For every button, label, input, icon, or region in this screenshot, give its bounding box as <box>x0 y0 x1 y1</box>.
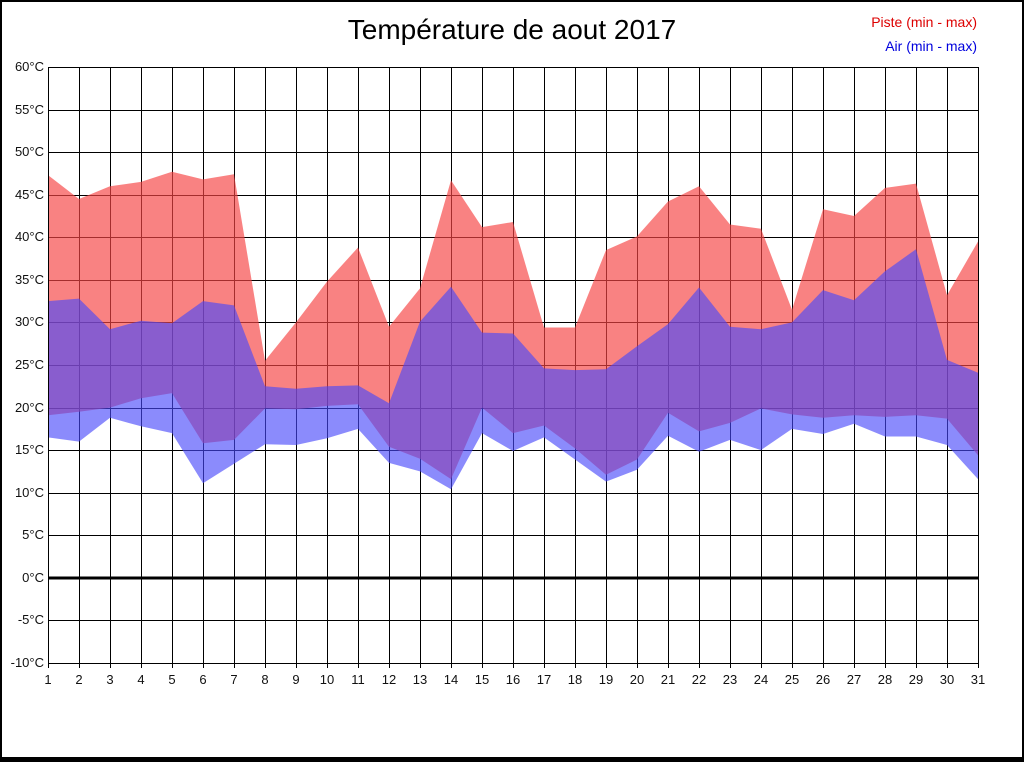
x-tick-label: 14 <box>443 672 459 687</box>
y-tick-label: 35°C <box>14 271 44 287</box>
y-tick-label: 20°C <box>14 399 44 415</box>
x-tick-label: 30 <box>939 672 955 687</box>
y-tick-label: 40°C <box>14 229 44 245</box>
x-tick-label: 4 <box>137 672 145 687</box>
x-tick-label: 18 <box>567 672 583 687</box>
x-tick-label: 21 <box>660 672 676 687</box>
y-tick-label: -5°C <box>17 612 44 628</box>
x-tick-label: 7 <box>230 672 238 687</box>
plot-border <box>48 67 979 664</box>
x-tick-label: 2 <box>75 672 83 687</box>
legend: Piste (min - max) Air (min - max) <box>871 10 977 58</box>
x-tick-label: 3 <box>106 672 114 687</box>
x-tick-label: 15 <box>474 672 490 687</box>
x-tick-label: 27 <box>846 672 862 687</box>
y-tick-label: 25°C <box>14 357 44 372</box>
x-tick-label: 31 <box>970 672 986 687</box>
x-tick-label: 20 <box>629 672 645 687</box>
x-tick-label: 29 <box>908 672 924 687</box>
legend-item-piste: Piste (min - max) <box>871 14 977 30</box>
x-tick-label: 12 <box>381 672 397 687</box>
y-tick-label: 50°C <box>14 144 44 160</box>
x-tick-label: 13 <box>412 672 428 687</box>
x-tick-label: 26 <box>815 672 831 687</box>
legend-item-air: Air (min - max) <box>885 38 977 54</box>
x-tick-label: 6 <box>199 672 207 687</box>
x-tick-label: 11 <box>351 672 365 687</box>
x-tick-label: 1 <box>44 672 52 687</box>
air-band <box>48 249 978 490</box>
x-tick-label: 17 <box>536 672 552 687</box>
y-tick-label: 60°C <box>14 59 44 74</box>
x-tick-label: 10 <box>319 672 335 687</box>
x-tick-label: 23 <box>722 672 738 687</box>
x-tick-label: 25 <box>784 672 800 687</box>
x-tick-label: 5 <box>168 672 176 687</box>
y-tick-label: 10°C <box>14 484 44 500</box>
y-tick-label: -10°C <box>10 655 44 670</box>
y-tick-label: 0°C <box>22 569 44 585</box>
y-tick-label: 55°C <box>14 101 44 117</box>
x-tick-label: 28 <box>877 672 893 687</box>
x-tick-label: 16 <box>505 672 521 687</box>
y-tick-label: 45°C <box>14 186 44 202</box>
y-tick-label: 15°C <box>14 442 44 458</box>
y-tick-label: 5°C <box>22 527 44 543</box>
chart-title: Température de aout 2017 <box>347 14 677 45</box>
x-tick-label: 8 <box>261 672 269 687</box>
y-tick-label: 30°C <box>14 314 44 330</box>
x-tick-label: 9 <box>292 672 300 687</box>
x-tick-label: 22 <box>691 672 707 687</box>
x-tick-label: 24 <box>753 672 769 687</box>
x-tick-label: 19 <box>598 672 614 687</box>
